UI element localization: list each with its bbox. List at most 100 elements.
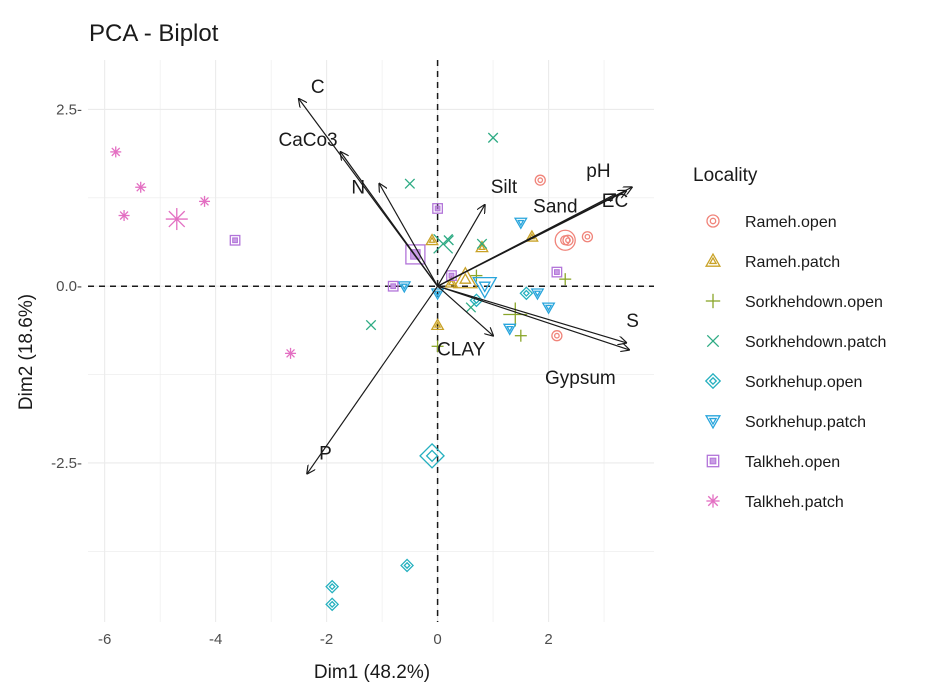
data-point: [325, 579, 340, 594]
legend-key: [705, 293, 721, 309]
data-point: [404, 178, 416, 189]
data-point: [559, 273, 572, 286]
group-centroid: [452, 266, 478, 289]
legend-item: Sorkhehdown.open: [705, 293, 883, 311]
data-points: [110, 132, 594, 612]
data-point: [431, 340, 444, 353]
chart-title: PCA - Biplot: [89, 20, 219, 47]
legend-key: [706, 454, 720, 468]
axes: -6 -4 -2 0 2 2.5- 0.0- -2.5-: [51, 60, 654, 648]
vector-caco3: [340, 152, 439, 287]
vector-label-ph: pH: [586, 161, 610, 182]
x-axis-title: Dim1 (48.2%): [314, 662, 430, 683]
data-point: [443, 235, 454, 246]
vector-label-p: P: [319, 444, 332, 465]
data-point: [229, 234, 241, 246]
series-talkheh-open: [229, 203, 563, 292]
data-point: [487, 132, 499, 143]
data-point: [285, 347, 297, 359]
vector-n: [379, 184, 439, 287]
data-point: [110, 146, 122, 158]
data-point: [470, 269, 483, 282]
data-point: [400, 558, 414, 573]
y-axis-title: Dim2 (18.6%): [16, 294, 37, 410]
data-point: [444, 275, 459, 288]
legend-item: Rameh.patch: [704, 252, 840, 271]
vector-p: [307, 285, 439, 473]
vector-label-sand: Sand: [533, 196, 577, 217]
legend-key: [704, 252, 722, 267]
data-point: [118, 210, 130, 222]
group-centroid: [554, 229, 576, 251]
legend-key: [706, 334, 720, 348]
data-point: [551, 266, 563, 278]
x-tick-label: -4: [209, 631, 222, 648]
vector-label-ec: EC: [602, 191, 628, 212]
x-tick-label: 2: [544, 631, 552, 648]
legend: Locality Rameh.open Rameh.patch Sorkhehdow…: [693, 165, 886, 511]
series-sorkhehdown-open: [431, 269, 572, 353]
group-centroid: [472, 276, 498, 300]
data-point: [446, 270, 457, 282]
data-point: [513, 217, 528, 230]
legend-item: Sorkhehdown.patch: [706, 334, 886, 351]
data-point: [387, 280, 399, 292]
legend-item: Rameh.open: [706, 214, 837, 231]
data-point: [365, 319, 377, 331]
data-point: [519, 286, 534, 301]
data-point: [430, 288, 445, 301]
legend-label: Sorkhehup.open: [745, 374, 862, 391]
group-centroid: [165, 208, 188, 231]
legend-key: [704, 415, 722, 430]
data-point: [476, 238, 488, 250]
data-point: [534, 174, 546, 186]
vector-label-gypsum: Gypsum: [545, 368, 616, 389]
legend-key: [706, 494, 720, 508]
data-point: [397, 281, 412, 294]
vector-label-clay: CLAY: [437, 340, 486, 361]
vector-label-c: C: [311, 77, 325, 98]
y-tick-label: 0.0-: [56, 278, 82, 295]
legend-item: Talkheh.patch: [706, 494, 844, 511]
vector-silt: [437, 205, 485, 287]
vector-label-caco3: CaCo3: [278, 130, 337, 151]
data-point: [425, 233, 439, 246]
data-point: [199, 195, 211, 207]
data-point: [432, 203, 443, 214]
series-sorkhehup-patch: [397, 217, 556, 336]
data-point: [135, 181, 147, 193]
legend-label: Rameh.open: [745, 214, 837, 231]
legend-label: Talkheh.open: [745, 454, 840, 471]
y-tick-label: -2.5-: [51, 455, 82, 472]
data-point: [551, 330, 563, 342]
data-point: [325, 597, 340, 612]
data-point: [430, 318, 445, 331]
group-centroid: [433, 233, 454, 254]
series-talkheh-patch: [110, 146, 297, 359]
vector-clay: [437, 285, 493, 335]
legend-item: Sorkhehup.open: [704, 372, 862, 391]
series-sorkhehdown-patch: [365, 132, 499, 331]
legend-label: Sorkhehdown.patch: [745, 334, 886, 351]
legend-label: Sorkhehdown.open: [745, 294, 883, 311]
vector-ec: [437, 187, 632, 287]
legend-key: [704, 372, 722, 390]
vector-gypsum: [437, 285, 629, 350]
data-point: [541, 302, 556, 315]
legend-key: [706, 214, 720, 228]
x-tick-label: -6: [98, 631, 111, 648]
series-sorkhehup-open: [325, 286, 534, 612]
group-centroid: [419, 442, 445, 469]
vector-label-n: N: [351, 178, 365, 199]
legend-item: Sorkhehup.patch: [704, 414, 866, 431]
vector-s: [437, 285, 627, 343]
series-rameh-open: [534, 174, 594, 342]
vector-label-s: S: [626, 311, 639, 332]
x-tick-label: 0: [433, 631, 441, 648]
x-tick-label: -2: [320, 631, 333, 648]
data-point: [530, 288, 545, 301]
legend-label: Rameh.patch: [745, 254, 840, 271]
legend-item: Talkheh.open: [706, 454, 840, 471]
legend-label: Sorkhehup.patch: [745, 414, 866, 431]
